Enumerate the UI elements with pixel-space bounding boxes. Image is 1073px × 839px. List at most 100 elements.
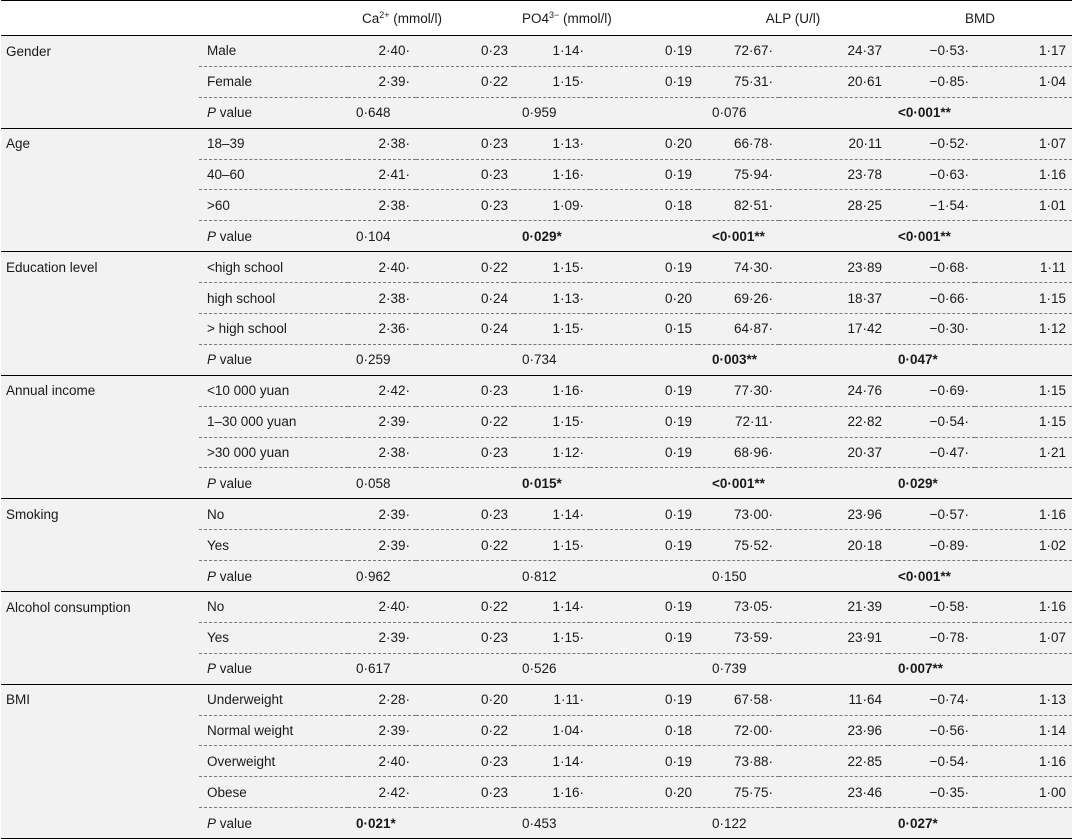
ca-sd-cell: 0·22 — [416, 406, 514, 438]
alp-mean-cell: 77·30· — [698, 375, 779, 407]
bmd-mean-cell: −0·58· — [888, 591, 976, 623]
bmd-p-value: <0·001** — [888, 560, 1073, 593]
alp-sd-cell: 23·89 — [779, 251, 889, 284]
ca-sd-cell: 0·22 — [416, 715, 514, 747]
po-sd-cell: 0·19 — [590, 437, 698, 469]
po-mean-cell: 1·15· — [514, 406, 590, 438]
alp-p-value: 0·122 — [698, 807, 889, 839]
po-sd-cell: 0·19 — [590, 406, 698, 438]
bmd-sd-cell: 1·15 — [975, 375, 1073, 407]
subgroup-label: No — [199, 591, 348, 623]
bmd-mean-cell: −0·57· — [888, 498, 976, 531]
p-value-label-rest: value — [216, 475, 253, 491]
table-row: Alcohol consumption No 2·40· 0·22 1·14· 0·19 7… — [1, 591, 1073, 623]
ca-p-value: 0·021* — [348, 807, 514, 839]
po-mean-cell: 1·04· — [514, 715, 590, 747]
po-p-value: 0·734 — [514, 344, 698, 376]
alp-p-value: 0·739 — [698, 653, 889, 685]
bmd-mean-cell: −0·74· — [888, 684, 976, 716]
subgroup-label: Yes — [199, 529, 348, 562]
alp-p-value: 0·003** — [698, 344, 889, 376]
alp-mean-cell: 73·59· — [698, 622, 779, 654]
ca-sd-cell: 0·23 — [416, 375, 514, 407]
po-sd-cell: 0·19 — [590, 66, 698, 98]
ca-mean-cell: 2·38· — [348, 189, 416, 222]
subgroup-label: Normal weight — [199, 715, 348, 747]
alp-sd-cell: 21·39 — [779, 591, 889, 623]
po-p-value: 0·526 — [514, 653, 698, 685]
bmd-mean-cell: −0·52· — [888, 128, 976, 160]
category-label — [1, 159, 199, 190]
ca-p-value: 0·259 — [348, 344, 514, 376]
po-mean-cell: 1·16· — [514, 776, 590, 809]
header-phosphate: PO43− (mmol/l) — [514, 0, 698, 36]
p-value-label: P value — [199, 97, 348, 129]
po-mean-cell: 1·13· — [514, 128, 590, 160]
p-value-label-italic: P — [207, 105, 217, 121]
ca-mean-cell: 2·38· — [348, 128, 416, 160]
subgroup-label: Overweight — [199, 745, 348, 778]
category-label: Annual income — [1, 375, 199, 407]
p-value-label-italic: P — [207, 568, 217, 584]
po-sd-cell: 0·19 — [590, 375, 698, 407]
po-sd-cell: 0·19 — [590, 159, 698, 191]
bmd-mean-cell: −0·78· — [888, 622, 976, 654]
table-row: Obese 2·42· 0·23 1·16· 0·20 75·75· 23·46 −0·35·… — [1, 776, 1073, 809]
po-mean-cell: 1·15· — [514, 622, 590, 654]
bmd-p-value: 0·047* — [888, 344, 1073, 376]
bmd-mean-cell: −0·69· — [888, 375, 976, 407]
bmd-mean-cell: −0·68· — [888, 251, 976, 284]
ca-mean-cell: 2·28· — [348, 684, 416, 716]
po-sd-cell: 0·19 — [590, 498, 698, 531]
subgroup-label: Obese — [199, 776, 348, 809]
header-empty-2 — [199, 0, 348, 36]
category-label: Gender — [1, 35, 199, 67]
alp-mean-cell: 74·30· — [698, 251, 779, 284]
subgroup-label: 1–30 000 yuan — [199, 406, 348, 438]
bmd-sd-cell: 1·07 — [975, 128, 1073, 160]
bmd-p-value: 0·007** — [888, 653, 1073, 685]
subgroup-label: Male — [199, 35, 348, 67]
table-row: Age 18–39 2·38· 0·23 1·13· 0·20 66·78· 20·11 −0·… — [1, 128, 1073, 160]
ca-mean-cell: 2·38· — [348, 282, 416, 315]
po-sd-cell: 0·19 — [590, 35, 698, 67]
table-row: >60 2·38· 0·23 1·09· 0·18 82·51· 28·25 −1·54· 1·… — [1, 189, 1073, 222]
po-mean-cell: 1·16· — [514, 375, 590, 407]
subgroup-label: No — [199, 498, 348, 531]
bmd-mean-cell: −0·35· — [888, 776, 976, 809]
alp-sd-cell: 23·46 — [779, 776, 889, 809]
category-label: Age — [1, 128, 199, 160]
alp-sd-cell: 11·64 — [779, 684, 889, 716]
bmd-mean-cell: −0·53· — [888, 35, 976, 67]
p-value-label-italic: P — [207, 815, 217, 831]
p-value-row: P value 0·617 0·526 0·739 0·007** — [1, 653, 1073, 685]
po-mean-cell: 1·14· — [514, 498, 590, 531]
header-empty — [1, 0, 199, 36]
alp-mean-cell: 72·11· — [698, 406, 779, 438]
bmd-mean-cell: −0·63· — [888, 159, 976, 191]
p-value-label: P value — [199, 653, 348, 685]
category-label: Smoking — [1, 498, 199, 530]
table-row: Yes 2·39· 0·23 1·15· 0·19 73·59· 23·91 −0·78· 1·… — [1, 622, 1073, 654]
alp-sd-cell: 20·61 — [779, 66, 889, 98]
bmd-sd-cell: 1·15 — [975, 406, 1073, 438]
bmd-sd-cell: 1·00 — [975, 776, 1073, 809]
bmd-sd-cell: 1·15 — [975, 282, 1073, 315]
bmd-sd-cell: 1·12 — [975, 313, 1073, 345]
ca-sd-cell: 0·20 — [416, 684, 514, 716]
category-label-empty — [1, 467, 199, 500]
ca-mean-cell: 2·42· — [348, 776, 416, 809]
alp-sd-cell: 20·11 — [779, 128, 889, 160]
subgroup-label: >60 — [199, 189, 348, 222]
alp-mean-cell: 64·87· — [698, 313, 779, 345]
po-mean-cell: 1·15· — [514, 313, 590, 345]
subgroup-label: high school — [199, 282, 348, 315]
po-sd-cell: 0·19 — [590, 622, 698, 654]
bmd-sd-cell: 1·14 — [975, 715, 1073, 747]
bmd-sd-cell: 1·01 — [975, 189, 1073, 222]
ca-p-value: 0·058 — [348, 467, 514, 500]
subgroup-label: 40–60 — [199, 159, 348, 191]
bmd-sd-cell: 1·16 — [975, 159, 1073, 191]
category-label: Education level — [1, 251, 199, 283]
